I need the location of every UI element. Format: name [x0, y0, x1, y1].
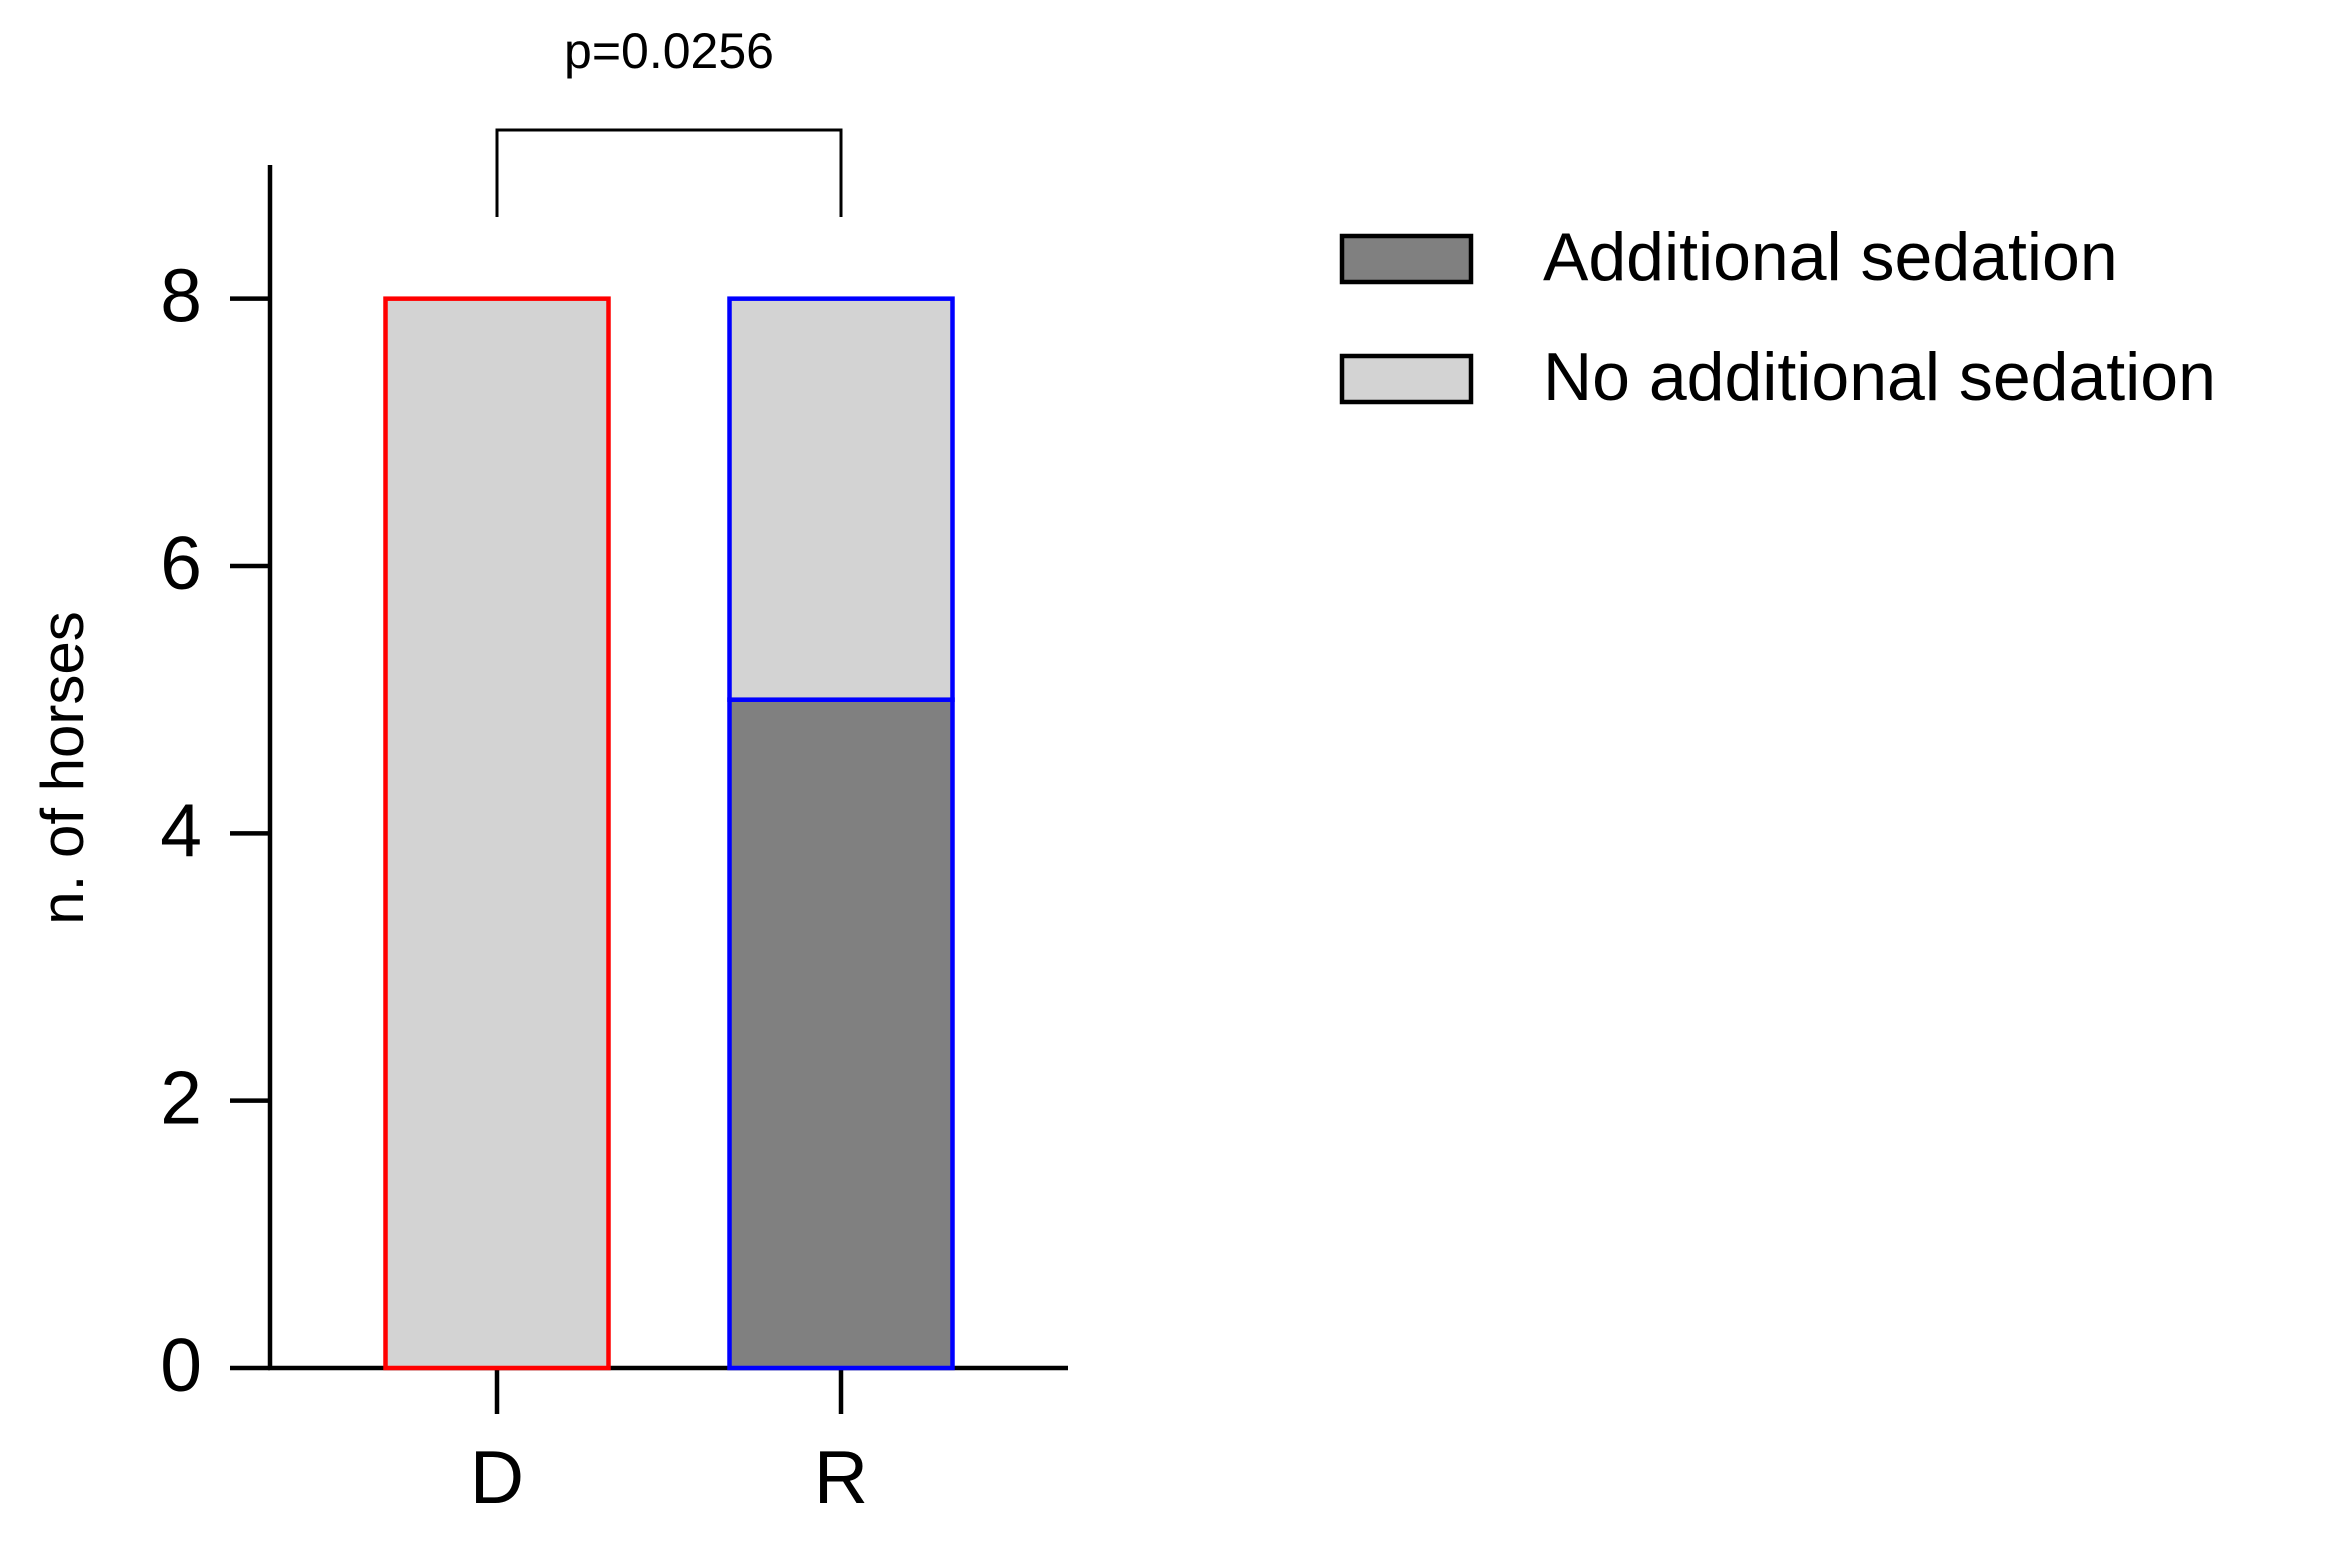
y-tick-label: 6	[160, 521, 202, 605]
legend-swatch	[1339, 353, 1474, 405]
y-axis-label: n. of horses	[29, 611, 96, 925]
x-tick-label: D	[470, 1435, 524, 1519]
significance-bracket	[495, 128, 843, 217]
y-tick-label: 4	[160, 788, 202, 872]
y-tick-label: 0	[160, 1323, 202, 1407]
y-tick-label: 8	[160, 253, 202, 337]
y-tick-label: 2	[160, 1055, 202, 1139]
legend-swatch	[1339, 233, 1474, 285]
annotation: p=0.0256	[564, 23, 774, 79]
legend-label: No additional sedation	[1543, 339, 2216, 415]
bar-segment	[727, 296, 955, 702]
bar-segment	[727, 697, 955, 1371]
bar-segment	[383, 296, 611, 1371]
legend-label: Additional sedation	[1543, 219, 2118, 295]
x-tick-label: R	[814, 1435, 868, 1519]
